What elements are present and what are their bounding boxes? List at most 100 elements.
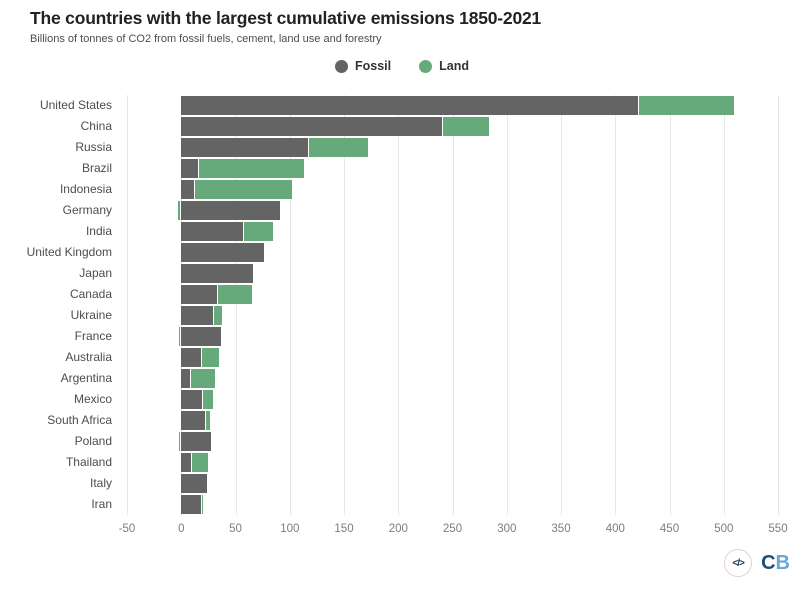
country-label: Brazil <box>81 161 112 175</box>
bar-land <box>639 96 734 115</box>
country-label: Mexico <box>73 392 112 406</box>
gridline <box>289 95 291 515</box>
x-tick-label: 450 <box>659 523 680 535</box>
x-tick-label: 300 <box>497 523 517 535</box>
bar-fossil <box>181 285 218 304</box>
gridline <box>398 95 400 515</box>
x-tick-label: 350 <box>551 523 571 535</box>
country-label: Poland <box>74 434 112 448</box>
bar-fossil <box>181 495 201 514</box>
country-label: Russia <box>75 140 112 154</box>
bar-land <box>201 495 203 514</box>
bar-fossil <box>181 411 206 430</box>
gridline <box>723 95 725 515</box>
x-tick-label: 100 <box>280 523 300 535</box>
legend-item-land[interactable]: Land <box>419 59 469 73</box>
legend: Fossil Land <box>0 58 804 74</box>
bar-land <box>442 117 490 136</box>
bar-land <box>202 390 213 409</box>
country-label: United States <box>39 98 112 112</box>
legend-swatch-fossil <box>335 59 348 73</box>
bar-land <box>190 369 215 388</box>
bar-fossil <box>181 474 208 493</box>
country-label: Ukraine <box>70 308 112 322</box>
legend-label: Fossil <box>355 59 392 73</box>
legend-item-fossil[interactable]: Fossil <box>335 59 391 73</box>
country-label: Germany <box>62 203 112 217</box>
bar-fossil <box>181 180 195 199</box>
country-label: United Kingdom <box>26 245 112 259</box>
country-label: India <box>85 224 112 238</box>
bar-land <box>213 306 223 325</box>
bar-fossil <box>181 453 192 472</box>
country-label: Australia <box>65 350 112 364</box>
country-label: Iran <box>91 497 112 511</box>
x-tick-label: 0 <box>178 523 185 535</box>
x-tick-label: 50 <box>229 523 242 535</box>
gridline <box>669 95 671 515</box>
bar-fossil <box>181 117 442 136</box>
gridline <box>127 95 128 515</box>
country-label: Italy <box>89 476 112 490</box>
gridline <box>778 95 779 515</box>
x-tick-label: -50 <box>118 523 136 535</box>
country-label: Japan <box>79 266 112 280</box>
x-tick-label: 150 <box>334 523 354 535</box>
x-tick-label: 400 <box>605 523 625 535</box>
country-label: Canada <box>69 287 112 301</box>
logo-letter-b: B <box>775 552 790 574</box>
bar-fossil <box>181 369 190 388</box>
bar-land <box>206 411 211 430</box>
bar-fossil <box>181 432 211 451</box>
legend-swatch-land <box>419 59 433 73</box>
bar-fossil <box>181 264 253 283</box>
country-label: China <box>80 119 112 133</box>
bar-fossil <box>181 222 244 241</box>
bar-fossil <box>181 390 202 409</box>
gridline <box>181 95 183 515</box>
bar-land <box>218 285 252 304</box>
bar-land <box>201 348 220 367</box>
bar-land <box>309 138 368 157</box>
bar-fossil <box>181 159 198 178</box>
bar-land <box>198 159 304 178</box>
x-tick-label: 550 <box>768 523 788 535</box>
country-label: Thailand <box>65 455 112 469</box>
bar-fossil <box>181 96 639 115</box>
bar-land <box>177 201 180 220</box>
x-tick-label: 250 <box>442 523 463 535</box>
bar-fossil <box>181 201 280 220</box>
footer: </> CB <box>724 549 790 577</box>
bar-fossil <box>181 348 201 367</box>
bar-fossil <box>181 327 222 346</box>
embed-code-icon[interactable]: </> <box>724 549 753 577</box>
gridline <box>235 95 237 515</box>
x-tick-label: 500 <box>714 523 734 535</box>
bar-land <box>178 432 180 451</box>
bar-fossil <box>181 138 309 157</box>
gridline <box>344 95 345 515</box>
logo-letter-c: C <box>761 552 776 574</box>
bar-land <box>192 453 209 472</box>
gridline <box>561 95 562 515</box>
gridline <box>615 95 617 515</box>
legend-label: Land <box>439 59 469 73</box>
gridline <box>506 95 508 515</box>
bar-land <box>178 327 180 346</box>
gridline <box>452 95 454 515</box>
code-glyph: </> <box>732 557 745 569</box>
chart-subtitle: Billions of tonnes of CO2 from fossil fu… <box>30 33 382 45</box>
bar-land <box>195 180 292 199</box>
chart-title: The countries with the largest cumulativ… <box>30 8 542 28</box>
carbonbrief-logo: CB <box>761 550 790 576</box>
bar-fossil <box>181 243 264 262</box>
bar-land <box>244 222 274 241</box>
country-label: Argentina <box>60 371 112 385</box>
bar-fossil <box>181 306 213 325</box>
country-label: France <box>74 329 112 343</box>
country-label: Indonesia <box>59 182 112 196</box>
country-label: South Africa <box>47 413 112 427</box>
x-tick-label: 200 <box>388 523 408 535</box>
